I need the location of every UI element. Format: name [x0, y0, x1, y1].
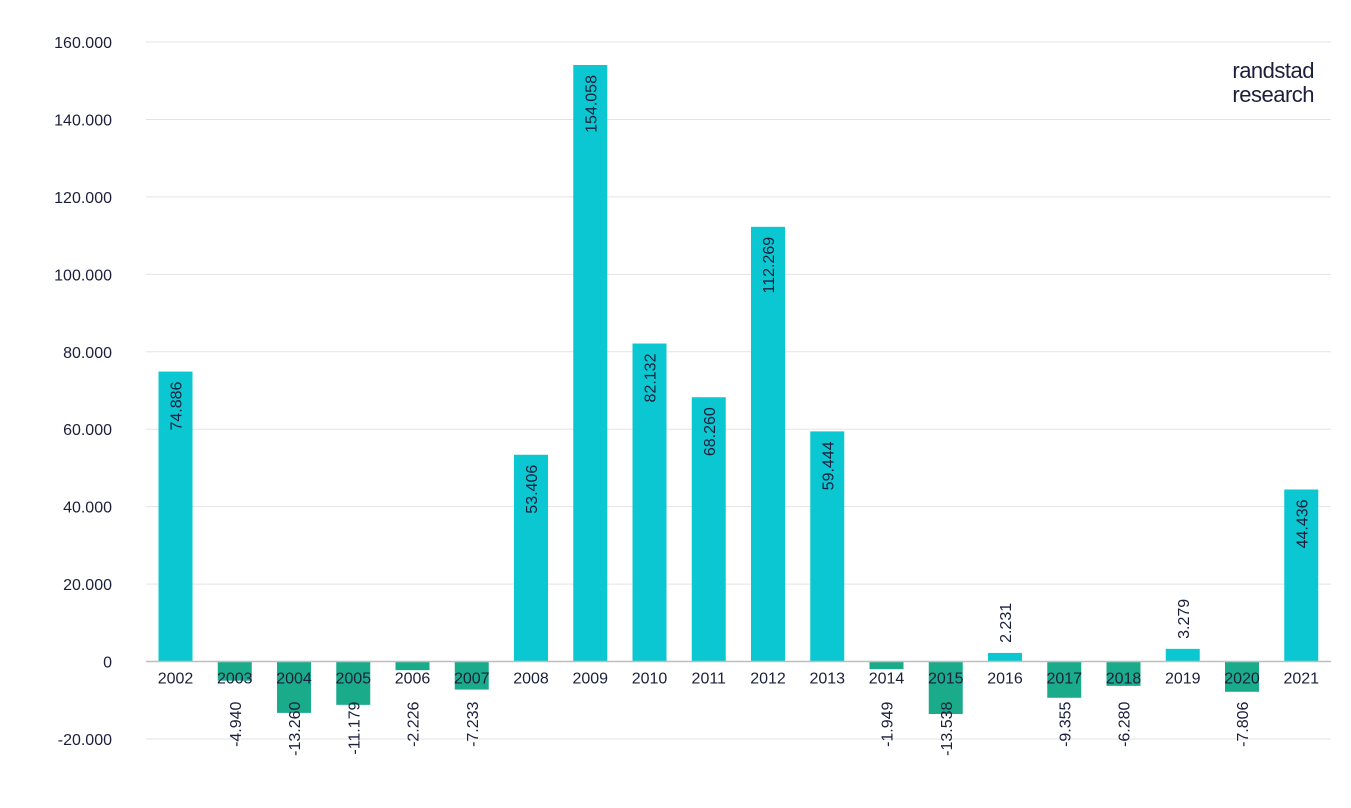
- data-label: 44.436: [1294, 499, 1311, 548]
- data-label: -4.940: [228, 701, 245, 746]
- bar-2015: [928, 661, 963, 714]
- bar-2012: [751, 226, 785, 662]
- data-label: -1.949: [880, 701, 897, 746]
- bar-2008: [514, 454, 548, 662]
- data-label: 53.406: [524, 465, 541, 514]
- x-tick-label: 2008: [513, 671, 549, 688]
- bar-2010: [632, 343, 667, 662]
- bar-2019: [1165, 648, 1200, 662]
- data-label: -7.806: [1235, 701, 1252, 746]
- data-label: -11.179: [346, 701, 363, 754]
- x-tick-label: 2012: [750, 671, 786, 688]
- data-label: 2.231: [998, 603, 1015, 643]
- bar-2005: [336, 661, 371, 705]
- bar-2011: [691, 397, 726, 662]
- x-tick-label: 2021: [1283, 671, 1319, 688]
- gridlines: [146, 41, 1331, 740]
- bar-2020: [1225, 661, 1259, 692]
- bar-2017: [1047, 661, 1082, 698]
- bar-2014: [869, 661, 904, 670]
- x-tick-label: 2004: [276, 671, 312, 688]
- bar-2002: [158, 371, 193, 662]
- data-label: -13.538: [939, 701, 956, 755]
- x-tick-label: 2014: [869, 671, 905, 688]
- brand-line-1: randstad: [1232, 58, 1314, 83]
- x-tick-label: 2010: [632, 671, 668, 688]
- bar-2009: [573, 65, 608, 662]
- data-label: 82.132: [643, 353, 660, 402]
- bar-2004: [277, 661, 311, 713]
- x-tick-label: 2020: [1224, 671, 1260, 688]
- y-tick-label: 0: [103, 655, 112, 672]
- brand-logo: randstad research: [1232, 58, 1314, 107]
- bar-2016: [988, 652, 1022, 662]
- data-label: 68.260: [702, 407, 719, 456]
- bars: [158, 65, 1319, 714]
- y-tick-label: 160.000: [54, 35, 112, 52]
- bar-2006: [395, 661, 430, 671]
- data-labels: 74.886 -4.940 -13.260 -11.179 -2.226 -7.233 53…: [169, 75, 1312, 756]
- y-tick-label: 40.000: [63, 500, 112, 517]
- bar-2007: [454, 661, 489, 690]
- data-label: 112.269: [761, 237, 778, 294]
- bar-2018: [1106, 661, 1141, 686]
- x-tick-label: 2002: [158, 671, 194, 688]
- data-label: -2.226: [406, 701, 423, 746]
- data-label: 74.886: [169, 381, 186, 430]
- x-tick-label: 2006: [395, 671, 431, 688]
- x-tick-label: 2015: [928, 671, 964, 688]
- x-tick-label: 2019: [1165, 671, 1201, 688]
- x-tick-label: 2011: [692, 671, 727, 688]
- x-tick-label: 2016: [987, 671, 1023, 688]
- data-label: 154.058: [583, 75, 600, 133]
- data-label: -9.355: [1057, 701, 1074, 746]
- y-tick-label: 120.000: [54, 190, 112, 207]
- data-label: -13.260: [287, 701, 304, 755]
- x-tick-label: 2003: [217, 671, 253, 688]
- y-tick-label: 100.000: [54, 267, 112, 284]
- data-label: 59.444: [820, 441, 837, 490]
- y-axis-tick-labels: -20.000 0 20.000 40.000 60.000 80.000 100.000 1…: [54, 35, 112, 749]
- bar-2013: [810, 431, 845, 662]
- x-tick-label: 2009: [572, 671, 608, 688]
- bar-2003: [217, 661, 252, 681]
- brand-line-2: research: [1232, 82, 1314, 107]
- data-label: 3.279: [1176, 599, 1193, 639]
- y-tick-label: 60.000: [63, 422, 112, 439]
- x-tick-label: 2013: [809, 671, 845, 688]
- x-tick-label: 2007: [454, 671, 490, 688]
- x-tick-label: 2005: [335, 671, 371, 688]
- x-tick-label: 2018: [1106, 671, 1142, 688]
- y-tick-label: -20.000: [58, 732, 112, 749]
- y-tick-label: 20.000: [63, 577, 112, 594]
- data-label: -7.233: [465, 701, 482, 746]
- y-tick-label: 140.000: [54, 112, 112, 129]
- bar-2021: [1284, 489, 1319, 662]
- x-axis-tick-labels: 2002 2003 2004 2005 2006 2007 2008 2009 2010 2011…: [158, 671, 1319, 688]
- x-tick-label: 2017: [1046, 671, 1082, 688]
- data-label: -6.280: [1117, 701, 1134, 746]
- y-tick-label: 80.000: [63, 345, 112, 362]
